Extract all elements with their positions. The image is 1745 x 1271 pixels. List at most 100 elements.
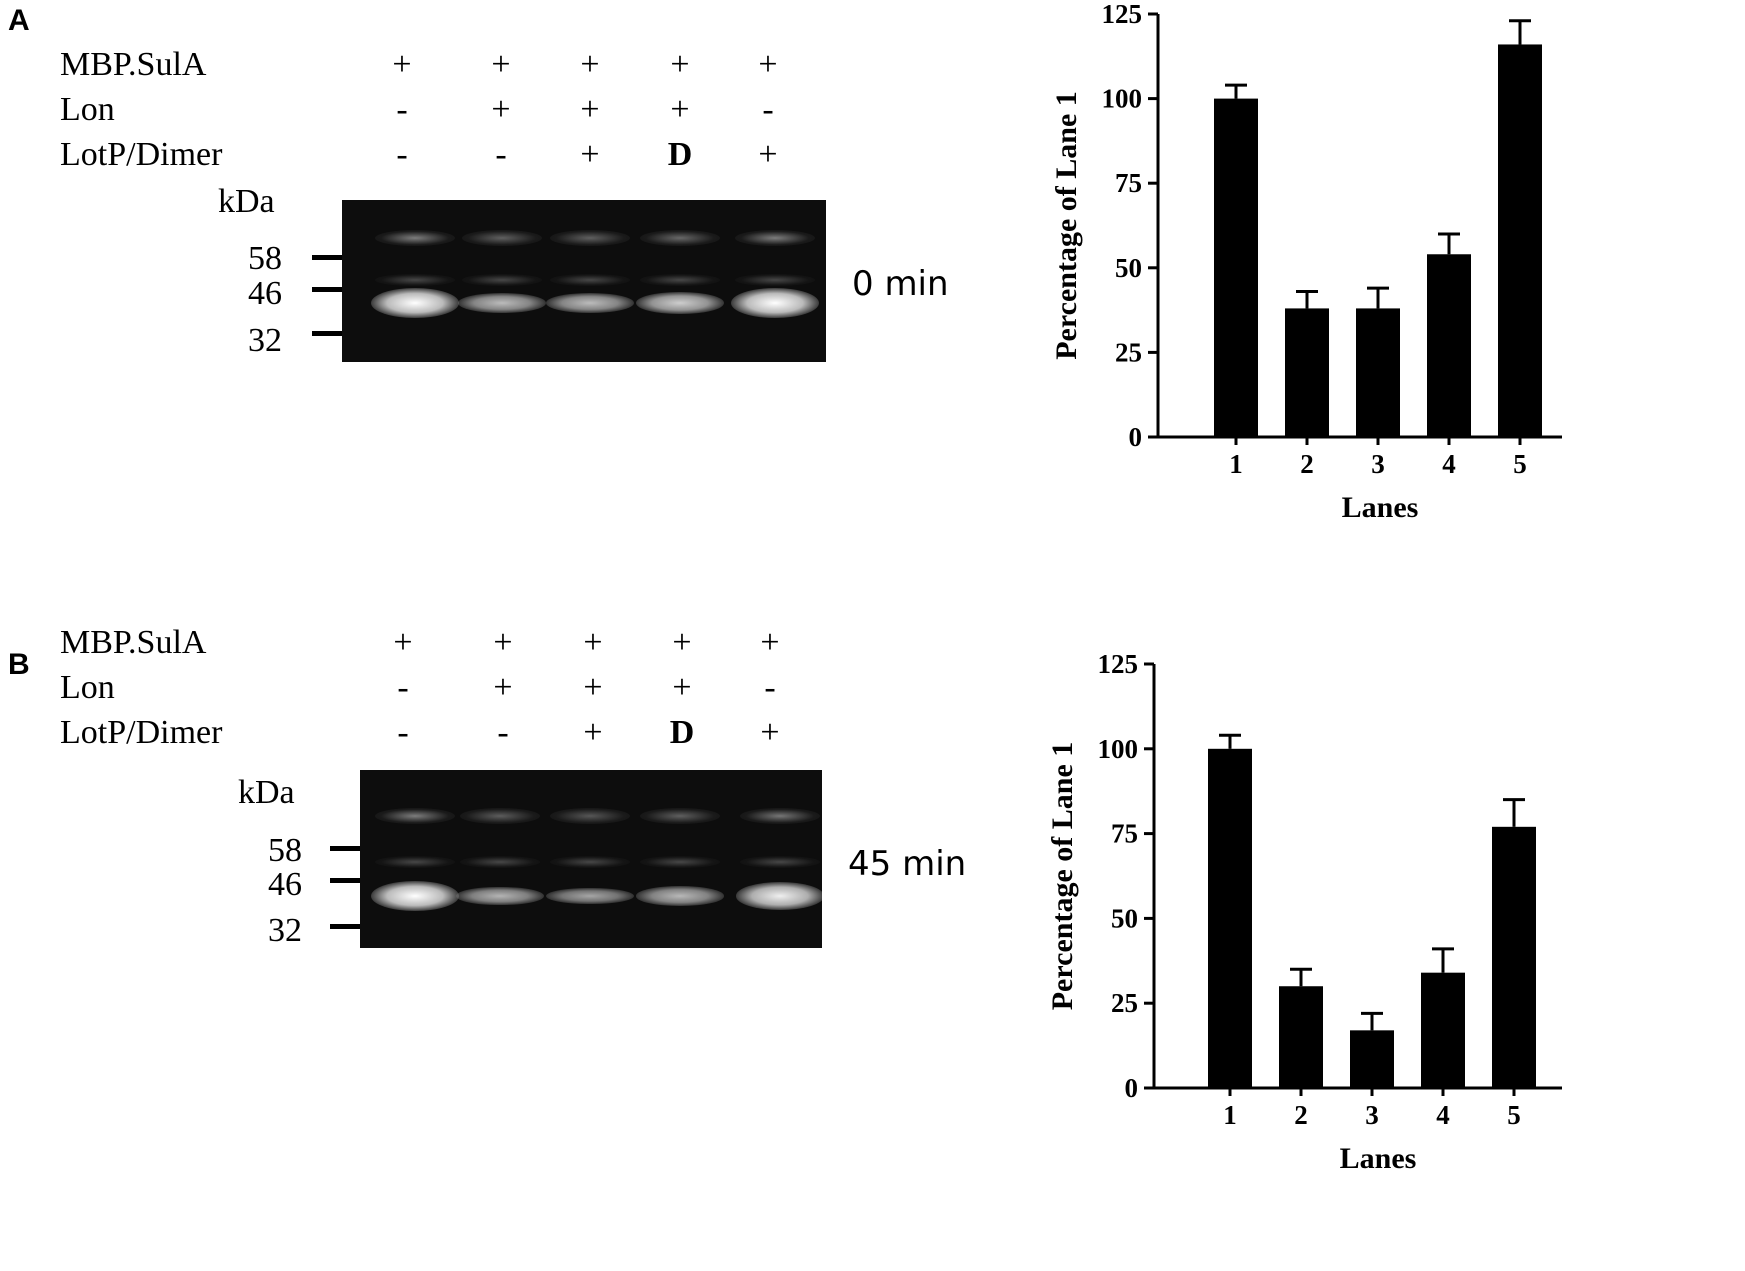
gel-band-middle [640,856,720,868]
x-tick-label: 5 [1513,449,1527,479]
y-tick-label: 75 [1115,168,1142,198]
time-label: 0 min [852,264,949,304]
condition-symbol-lane-1: + [393,624,413,661]
y-tick-label: 100 [1098,734,1139,764]
gel-band-main [636,291,724,315]
marker-label-58: 58 [268,832,302,869]
condition-symbol-lane-1: - [396,91,408,128]
condition-symbol-lane-2: + [493,669,513,706]
bar-lane-1 [1214,98,1258,437]
panel-a: A MBP.SulA + + + + + Lon - + + + - LotP/Dimer - -… [0,0,1745,627]
kda-label: kDa [218,183,275,220]
y-tick-label: 100 [1102,84,1143,114]
gel-band-middle [550,274,630,286]
panel-letter: B [8,648,30,681]
x-axis-label: Lanes [1342,491,1419,524]
x-tick-label: 5 [1507,1100,1521,1130]
gel-band-main [636,886,724,906]
gel-band-middle [640,274,720,286]
marker-label-46: 46 [248,275,282,312]
y-axis-label: Percentage of Lane 1 [1050,91,1083,360]
condition-symbol-lane-4: D [667,136,693,173]
gel-band-main [736,882,822,910]
condition-symbol-lane-4: + [672,624,692,661]
condition-symbol-lane-5: + [758,136,778,173]
condition-symbol-lane-1: + [392,46,412,83]
x-tick-label: 2 [1294,1100,1308,1130]
gel-band-main [546,292,634,314]
gel-band-upper [550,230,630,246]
bar-lane-3 [1350,1030,1394,1088]
condition-symbol-lane-2: - [495,136,507,173]
marker-label-32: 32 [268,912,302,949]
gel-band-upper [640,230,720,246]
condition-symbol-lane-1: - [397,669,409,706]
condition-symbol-lane-1: - [397,714,409,751]
kda-label: kDa [238,774,295,811]
marker-tick [330,878,360,883]
condition-symbol-lane-2: + [493,624,513,661]
gel-band-main [546,887,634,905]
marker-tick [330,924,360,929]
condition-symbol-lane-3: + [583,714,603,751]
panel-b: B MBP.SulA + + + + + Lon - + + + - LotP/Dimer - -… [0,624,1745,1271]
gel-band-main [456,886,544,906]
y-tick-label: 0 [1129,422,1143,452]
gel-band-main [371,288,459,318]
condition-symbol-lane-2: - [497,714,509,751]
gel-band-upper [375,230,455,246]
gel-band-middle [740,856,820,868]
gel-band-upper [462,230,542,246]
gel-band-upper [640,808,720,824]
bar-lane-2 [1285,308,1329,437]
gel-band-upper [375,808,455,824]
x-tick-label: 3 [1365,1100,1379,1130]
x-tick-label: 2 [1300,449,1314,479]
gel-band-middle [375,274,455,286]
time-label: 45 min [848,844,967,884]
condition-label: LotP/Dimer [60,714,223,751]
condition-symbol-lane-5: + [758,46,778,83]
y-tick-label: 125 [1102,0,1143,29]
y-tick-label: 0 [1125,1073,1139,1103]
bar-lane-4 [1427,254,1471,437]
condition-symbol-lane-5: + [760,714,780,751]
x-tick-label: 1 [1229,449,1243,479]
marker-label-32: 32 [248,322,282,359]
bar-lane-5 [1492,826,1536,1088]
gel-band-middle [375,856,455,868]
panel-letter: A [8,4,30,37]
y-tick-label: 50 [1115,253,1142,283]
y-tick-label: 25 [1111,988,1138,1018]
gel-band-upper [550,808,630,824]
gel-band-middle [462,274,542,286]
gel-band-middle [460,856,540,868]
bar-chart: 0 25 50 75 100 125 1 2 3 4 5 Lanes Percentage of Lan… [1046,649,1562,1175]
marker-label-58: 58 [248,240,282,277]
condition-symbol-lane-3: + [583,669,603,706]
condition-label: MBP.SulA [60,624,207,661]
condition-label: Lon [60,669,115,706]
gel-band-upper [735,230,815,246]
marker-label-46: 46 [268,866,302,903]
condition-symbol-lane-4: + [672,669,692,706]
condition-symbol-lane-4: D [669,714,695,751]
x-tick-label: 4 [1436,1100,1450,1130]
condition-symbol-lane-5: - [764,669,776,706]
bar-chart: 0 25 50 75 100 125 1 2 3 4 5 Lanes Percentage of Lan… [1050,0,1562,524]
condition-symbol-lane-3: + [583,624,603,661]
condition-symbol-lane-2: + [491,91,511,128]
condition-symbol-lane-5: - [762,91,774,128]
condition-symbol-lane-3: + [580,136,600,173]
gel-image [342,200,826,362]
gel-image [360,770,822,948]
gel-band-main [731,288,819,318]
condition-symbol-lane-5: + [760,624,780,661]
bar-lane-3 [1356,308,1400,437]
bar-lane-1 [1208,748,1252,1088]
x-axis-label: Lanes [1340,1142,1417,1175]
marker-tick [312,287,342,292]
gel-band-upper [740,808,820,824]
condition-symbol-lane-4: + [670,91,690,128]
gel-band-middle [735,274,815,286]
